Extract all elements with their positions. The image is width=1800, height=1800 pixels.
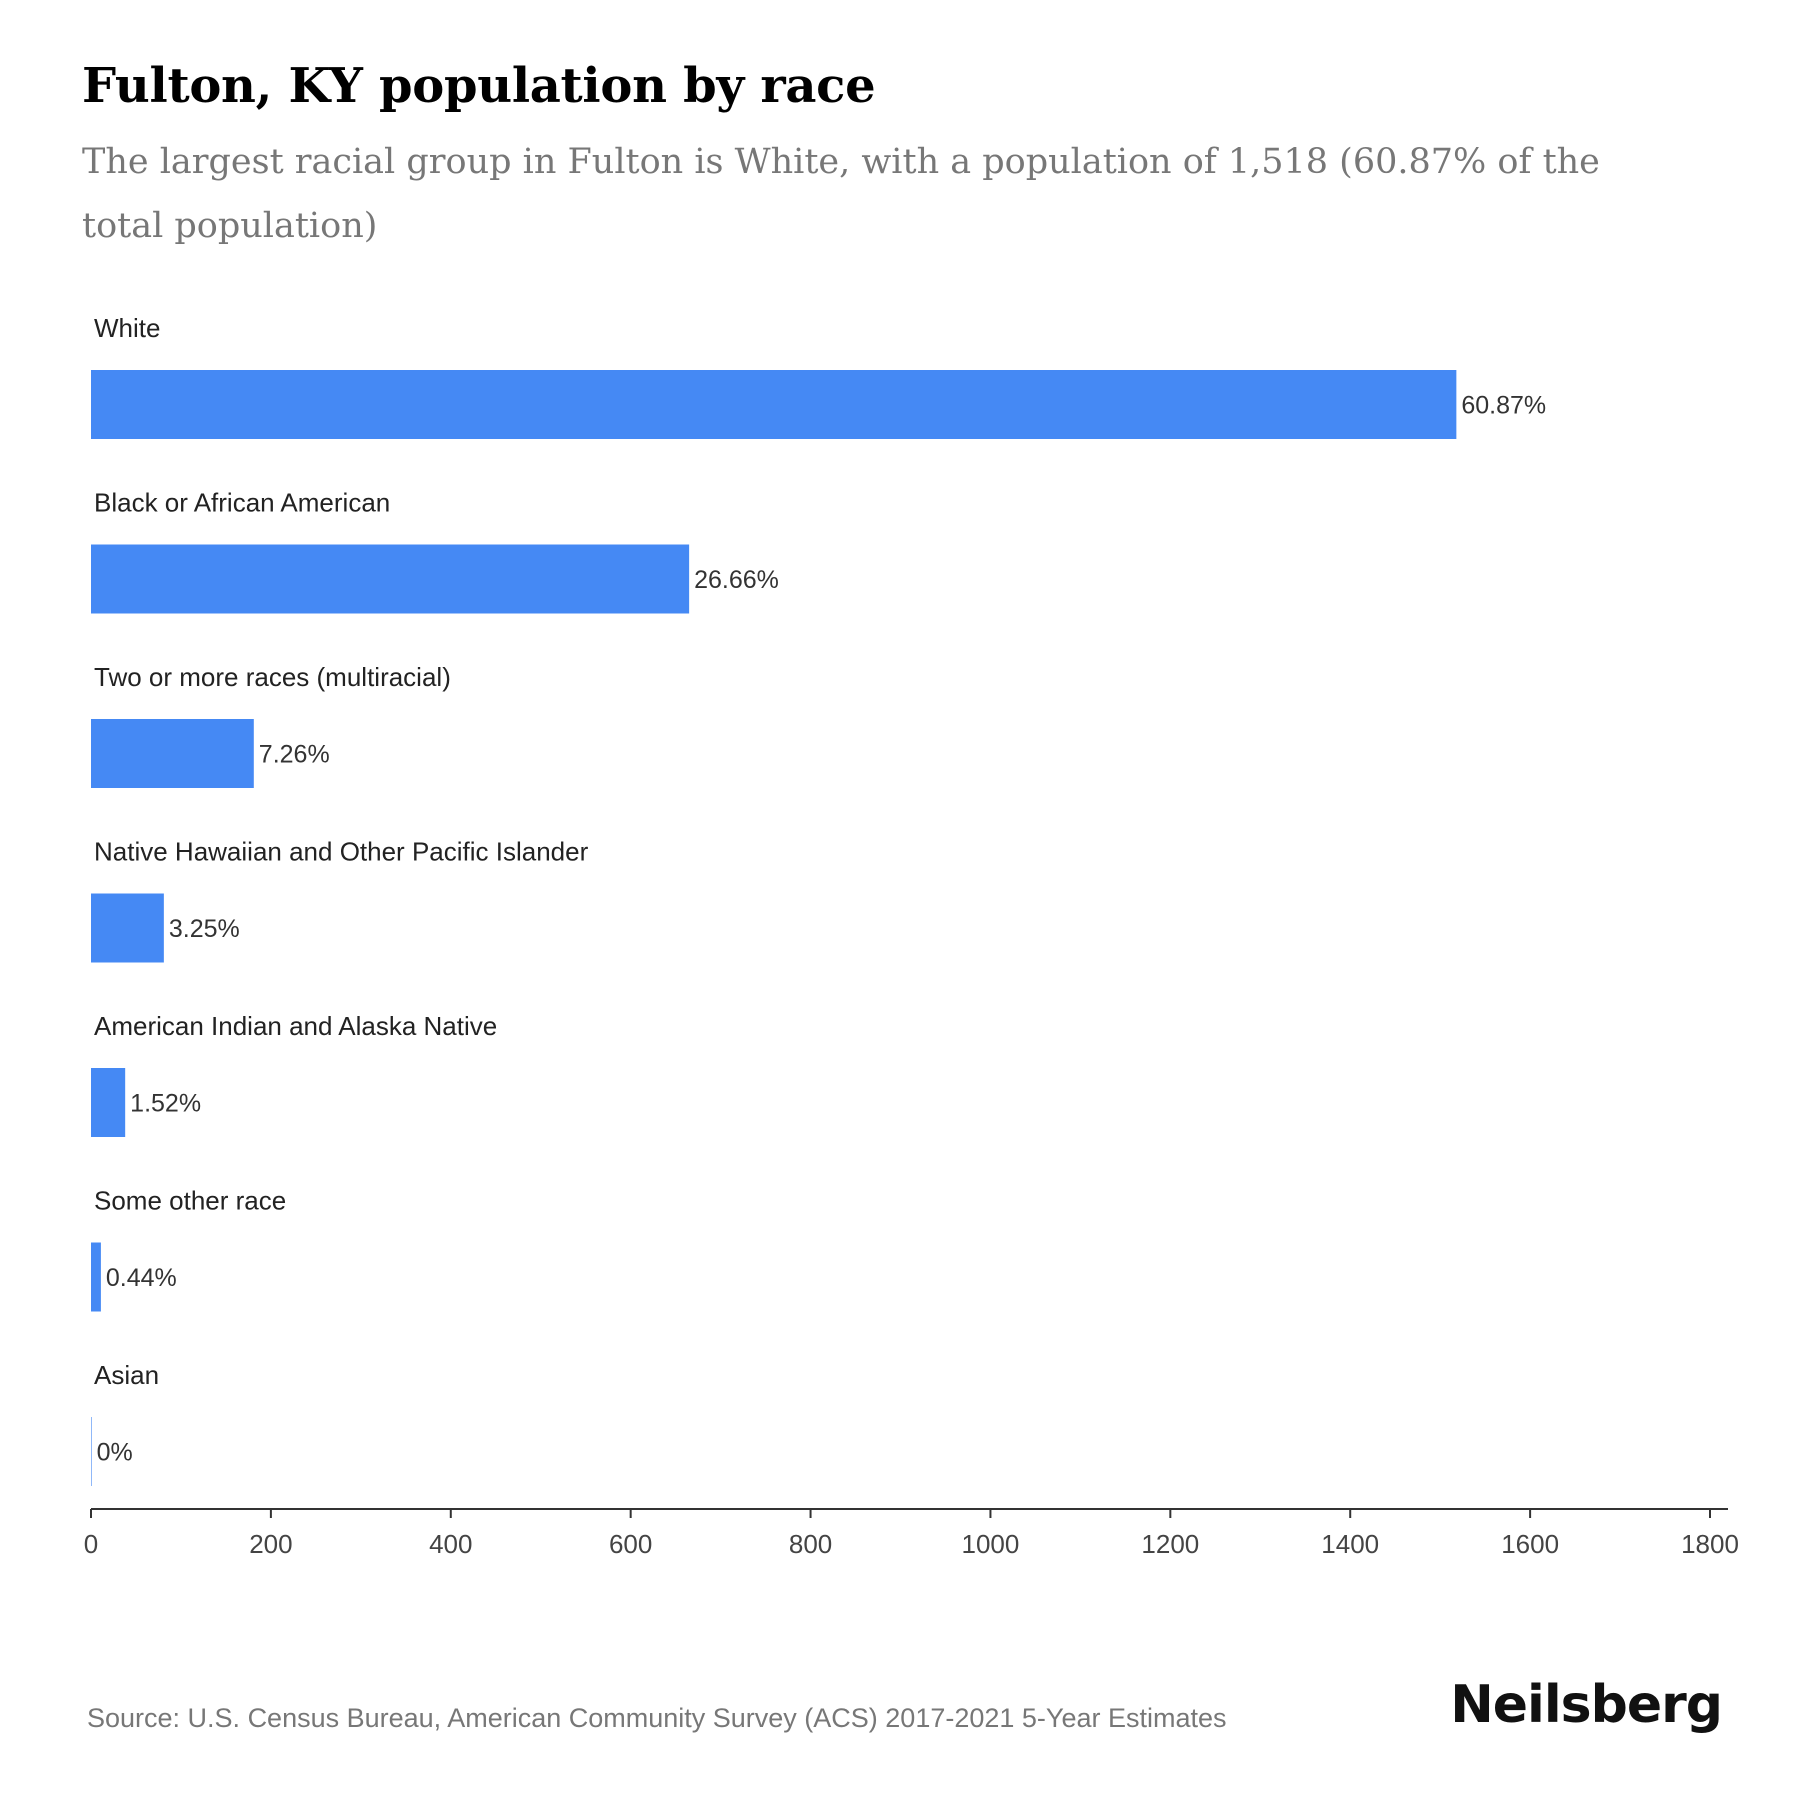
value-label: 1.52% — [130, 1090, 201, 1118]
value-label: 0.44% — [106, 1264, 177, 1292]
x-tick-label: 400 — [429, 1529, 472, 1559]
chart-subtitle: The largest racial group in Fulton is Wh… — [82, 142, 1600, 246]
bar — [91, 1068, 126, 1137]
x-tick-label: 800 — [789, 1529, 832, 1559]
bar — [91, 544, 690, 614]
source-note: Source: U.S. Census Bureau, American Com… — [87, 1703, 1227, 1733]
x-tick-label: 1000 — [962, 1529, 1020, 1559]
x-tick-label: 0 — [84, 1529, 98, 1559]
category-label: Native Hawaiian and Other Pacific Island… — [94, 837, 589, 867]
brand-logo: Neilsberg — [1450, 1675, 1723, 1735]
bar — [91, 893, 164, 963]
x-tick-label: 600 — [609, 1529, 652, 1559]
x-tick-label: 200 — [249, 1529, 292, 1559]
value-label: 0% — [97, 1439, 133, 1467]
x-tick-label: 1400 — [1321, 1529, 1379, 1559]
category-label: Two or more races (multiracial) — [94, 662, 451, 692]
value-label: 3.25% — [169, 915, 240, 943]
category-label: American Indian and Alaska Native — [94, 1011, 497, 1041]
category-label: Some other race — [94, 1186, 286, 1216]
x-tick-label: 1800 — [1681, 1529, 1739, 1559]
category-label: Asian — [94, 1360, 159, 1390]
value-label: 60.87% — [1461, 392, 1546, 420]
value-label: 7.26% — [259, 741, 330, 769]
chart-title: Fulton, KY population by race — [82, 58, 876, 114]
category-label: Black or African American — [94, 488, 390, 518]
bar-chart: White 60.87% Black or African American 26.6… — [84, 313, 1739, 1559]
category-label: White — [94, 313, 160, 343]
bar — [91, 370, 1457, 439]
x-tick-label: 1200 — [1141, 1529, 1199, 1559]
value-label: 26.66% — [694, 566, 779, 594]
bar — [91, 719, 254, 788]
x-tick-label: 1600 — [1501, 1529, 1559, 1559]
bar — [91, 1417, 92, 1486]
bar — [91, 1242, 101, 1312]
